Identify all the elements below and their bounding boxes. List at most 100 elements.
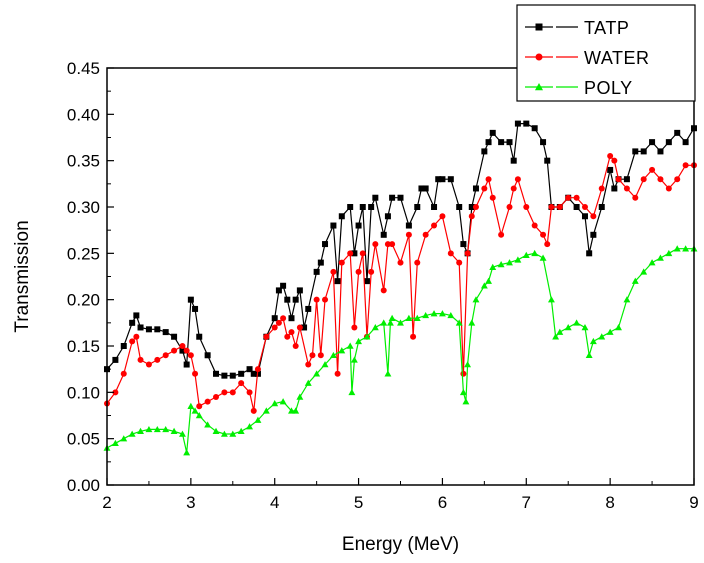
legend-label: TATP (584, 18, 629, 38)
data-point-poly (447, 311, 455, 319)
data-point-tatp (221, 372, 228, 379)
x-tick-label: 6 (438, 493, 447, 512)
x-tick-label: 3 (186, 493, 195, 512)
y-axis-title: Transmission (12, 220, 33, 332)
data-point-water (254, 366, 261, 373)
data-point-poly (682, 245, 690, 252)
data-point-water (162, 352, 169, 359)
data-point-tatp (301, 324, 308, 331)
data-point-poly (430, 310, 438, 317)
data-point-poly (531, 249, 539, 257)
data-point-poly (464, 361, 472, 368)
data-point-water (397, 259, 404, 266)
data-point-tatp (405, 222, 412, 229)
legend-item-water: WATER (525, 48, 650, 68)
data-point-water (129, 338, 136, 345)
series-water (104, 153, 697, 414)
data-point-tatp (389, 194, 396, 201)
y-tick-label: 0.30 (67, 198, 100, 217)
data-point-tatp (623, 176, 630, 183)
data-point-water (246, 389, 253, 396)
data-point-tatp (674, 129, 681, 136)
legend-item-poly: POLY (525, 78, 632, 98)
data-point-water (145, 361, 152, 368)
data-point-water (489, 194, 496, 201)
data-point-poly (422, 311, 430, 319)
y-tick-label: 0.35 (67, 152, 100, 171)
data-point-poly (606, 328, 614, 335)
series-line-poly (106, 248, 694, 453)
data-point-tatp (607, 166, 614, 173)
data-point-poly (296, 393, 304, 400)
data-point-water (284, 333, 291, 340)
data-point-tatp (296, 287, 303, 294)
legend-label: WATER (584, 48, 650, 68)
data-point-poly (170, 427, 178, 435)
data-point-poly (384, 370, 392, 377)
data-point-water (544, 241, 551, 248)
data-point-tatp (510, 157, 517, 164)
data-point-poly (187, 402, 195, 409)
data-point-poly (459, 388, 467, 396)
data-point-water (179, 343, 186, 349)
x-tick-label: 9 (689, 493, 698, 512)
data-point-tatp (581, 213, 588, 220)
data-point-tatp (363, 278, 370, 285)
data-point-tatp (359, 204, 366, 210)
data-point-tatp (586, 250, 593, 257)
data-point-tatp (179, 347, 186, 354)
data-point-poly (179, 430, 186, 437)
data-point-tatp (544, 157, 551, 164)
data-point-water (498, 231, 505, 238)
data-point-water (531, 222, 538, 229)
data-point-poly (380, 319, 388, 326)
data-point-tatp (133, 312, 140, 319)
data-point-water (431, 222, 438, 229)
data-point-tatp (305, 305, 312, 312)
x-tick-label: 5 (354, 493, 363, 512)
data-point-water (196, 403, 203, 410)
data-point-water (611, 157, 618, 164)
data-point-poly (111, 439, 119, 447)
data-point-tatp (292, 296, 299, 303)
data-point-tatp (431, 204, 438, 210)
data-point-tatp (380, 231, 387, 238)
data-point-tatp (351, 250, 358, 257)
data-point-water (456, 259, 463, 266)
data-point-water (120, 370, 127, 377)
data-point-tatp (330, 222, 337, 229)
data-point-poly (665, 249, 673, 257)
data-point-poly (657, 254, 664, 261)
y-tick-label: 0.25 (67, 244, 100, 263)
data-point-poly (271, 400, 279, 407)
data-point-poly (183, 449, 191, 456)
data-point-water (464, 250, 471, 257)
data-point-tatp (435, 176, 442, 183)
data-point-water (112, 389, 119, 396)
data-point-poly (438, 310, 446, 317)
data-point-poly (120, 435, 128, 442)
data-point-tatp (414, 204, 421, 210)
data-point-poly (355, 337, 363, 345)
data-point-water (330, 268, 337, 275)
data-point-water (296, 324, 303, 331)
data-point-tatp (456, 204, 463, 210)
data-point-poly (648, 259, 656, 266)
data-point-poly (162, 425, 170, 433)
data-point-water (372, 241, 379, 248)
data-point-tatp (372, 194, 379, 201)
y-tick-label: 0.20 (67, 291, 100, 310)
data-point-water (581, 204, 588, 210)
data-point-tatp (204, 352, 211, 359)
data-point-water (238, 380, 245, 387)
data-point-poly (522, 251, 530, 258)
data-point-water (317, 352, 324, 359)
data-point-water (523, 204, 530, 210)
data-point-tatp (192, 305, 199, 312)
x-tick-label: 2 (102, 493, 111, 512)
data-point-water (263, 333, 270, 340)
data-point-water (414, 259, 421, 266)
data-point-water (510, 185, 517, 192)
data-point-tatp (468, 204, 475, 210)
